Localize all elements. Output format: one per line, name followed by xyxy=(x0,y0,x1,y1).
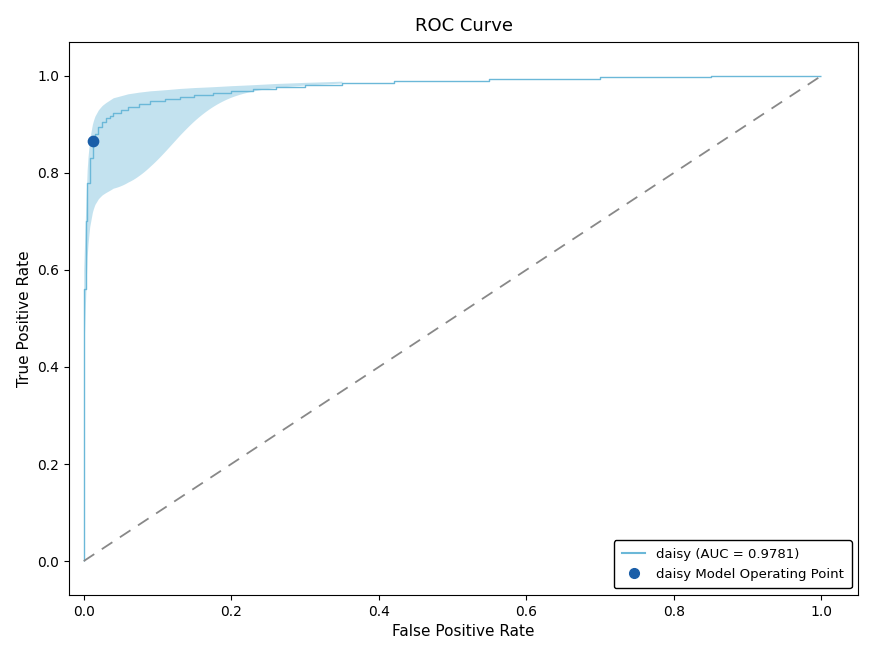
daisy (AUC = 0.9781) xyxy=(82,178,93,186)
daisy (AUC = 0.9781) xyxy=(88,154,98,162)
daisy (AUC = 0.9781) xyxy=(79,285,89,293)
X-axis label: False Positive Rate: False Positive Rate xyxy=(392,625,535,640)
daisy Model Operating Point xyxy=(86,136,100,146)
Legend: daisy (AUC = 0.9781), daisy Model Operating Point: daisy (AUC = 0.9781), daisy Model Operat… xyxy=(613,540,851,588)
Title: ROC Curve: ROC Curve xyxy=(415,16,513,35)
daisy (AUC = 0.9781) xyxy=(79,557,89,565)
Line: daisy (AUC = 0.9781): daisy (AUC = 0.9781) xyxy=(84,75,822,561)
daisy (AUC = 0.9781) xyxy=(248,85,259,92)
daisy (AUC = 0.9781) xyxy=(816,72,827,79)
daisy (AUC = 0.9781) xyxy=(97,123,108,131)
Y-axis label: True Positive Rate: True Positive Rate xyxy=(17,250,32,387)
daisy (AUC = 0.9781) xyxy=(145,98,156,106)
